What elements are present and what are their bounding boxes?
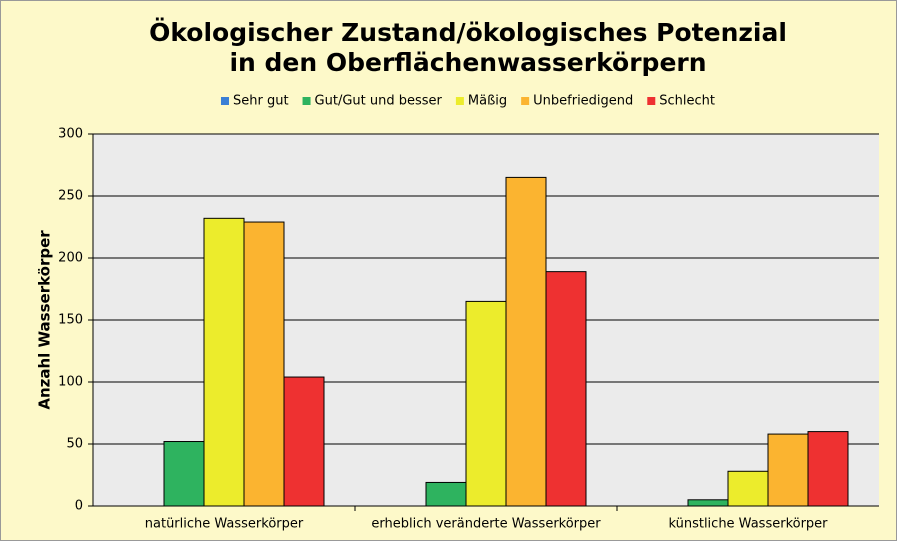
- y-axis-label: Anzahl Wasserkörper: [36, 230, 54, 410]
- bar: [545, 271, 587, 507]
- legend-swatch: [302, 97, 311, 105]
- bar: [163, 441, 205, 507]
- bar: [727, 470, 769, 507]
- legend-swatch: [455, 97, 464, 105]
- legend-swatch: [220, 97, 229, 105]
- bar: [687, 499, 729, 507]
- chart-title: in den Oberflächenwasserkörpern: [229, 48, 706, 77]
- y-tick-label: 100: [58, 375, 83, 390]
- x-tick-label: natürliche Wasserkörper: [145, 517, 304, 532]
- bar: [425, 481, 467, 507]
- legend-label: Mäßig: [468, 94, 507, 109]
- y-tick-label: 250: [58, 189, 83, 204]
- legend-swatch: [647, 97, 656, 105]
- legend-swatch: [521, 97, 530, 105]
- bar: [767, 433, 809, 507]
- chart-title: Ökologischer Zustand/ökologisches Potenz…: [149, 17, 787, 47]
- legend-label: Sehr gut: [233, 94, 289, 109]
- bar: [807, 431, 849, 507]
- bar: [505, 176, 547, 507]
- x-tick-label: künstliche Wasserkörper: [668, 517, 828, 532]
- y-tick-label: 200: [58, 251, 83, 266]
- y-tick-label: 150: [58, 313, 83, 328]
- bar: [283, 376, 325, 507]
- y-tick-label: 50: [66, 437, 83, 452]
- x-tick-label: erheblich veränderte Wasserkörper: [371, 517, 601, 532]
- bar: [243, 221, 285, 507]
- legend-label: Gut/Gut und besser: [315, 94, 443, 109]
- bar: [465, 300, 507, 507]
- bar: [203, 217, 245, 507]
- y-tick-label: 300: [58, 127, 83, 142]
- legend-label: Schlecht: [659, 94, 715, 109]
- y-tick-label: 0: [75, 499, 83, 514]
- legend-label: Unbefriedigend: [533, 94, 633, 109]
